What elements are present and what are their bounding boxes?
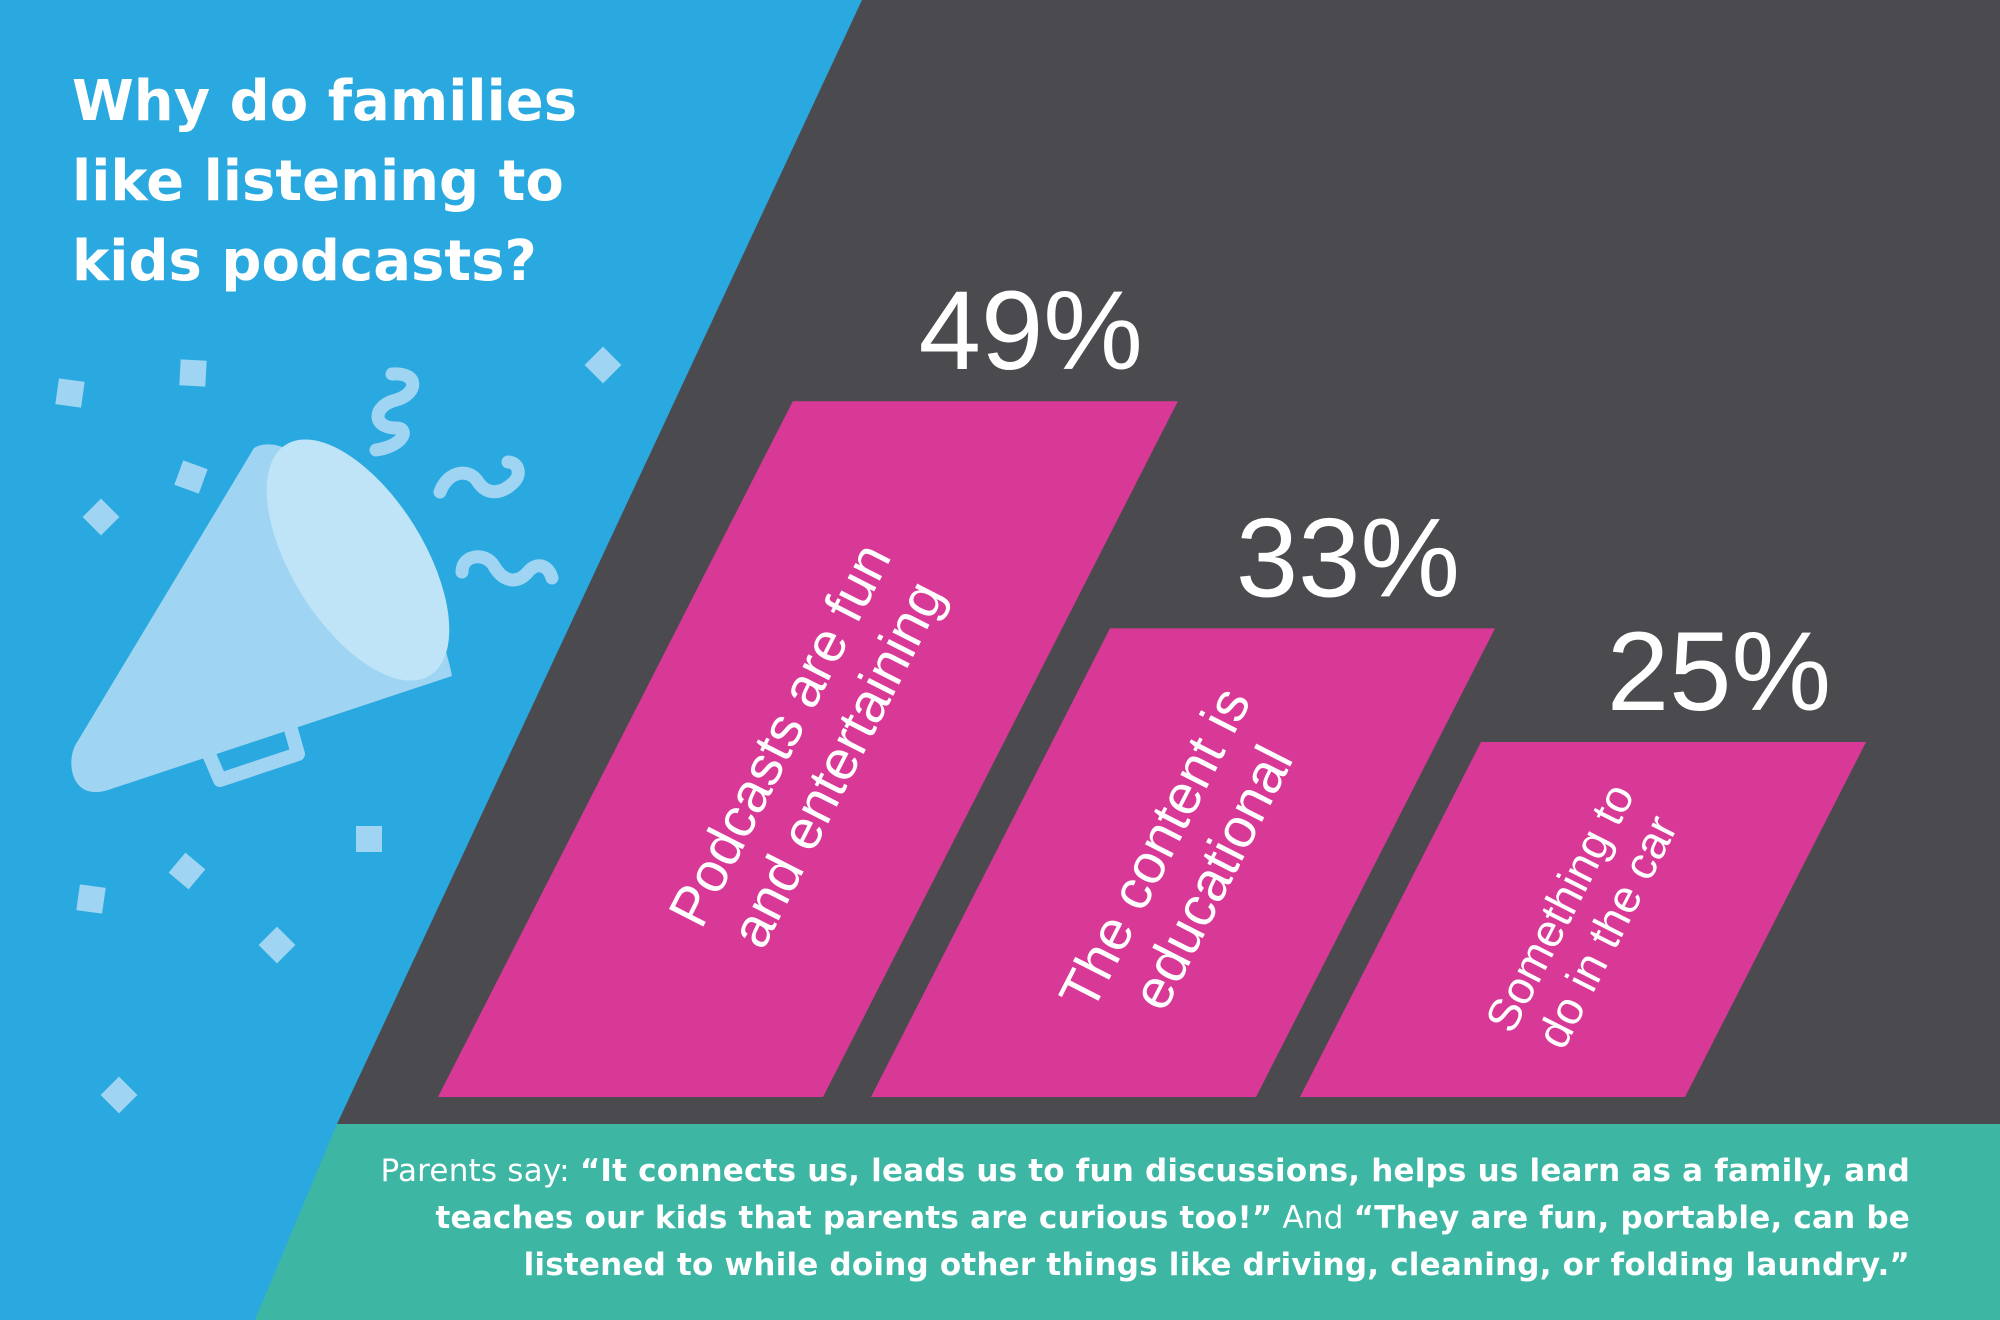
- confetti-piece: [82, 498, 120, 536]
- parent-quote: Parents say: “It connects us, leads us t…: [360, 1148, 1960, 1289]
- bar: [871, 628, 1495, 1097]
- quote-band: [255, 1124, 2000, 1320]
- bar-value-label: 33%: [1236, 495, 1460, 620]
- bar: [438, 401, 1178, 1097]
- megaphone-handle: [201, 724, 305, 787]
- bar-value-label: 25%: [1607, 609, 1831, 734]
- quote-text-2: “They are fun, portable, can be listened…: [523, 1200, 1910, 1283]
- confetti-piece: [100, 1076, 138, 1114]
- confetti-piece: [179, 359, 207, 387]
- bar-group: 49%Podcasts are funand entertaining33%Th…: [438, 268, 1867, 1097]
- quote-text-1: “It connects us, leads us to fun discuss…: [435, 1153, 1910, 1236]
- megaphone-confetti-icon: [55, 346, 622, 1114]
- confetti-piece: [76, 884, 106, 914]
- bar: [1300, 742, 1867, 1097]
- confetti-piece: [174, 460, 208, 494]
- megaphone-bell: [266, 439, 450, 681]
- confetti-piece: [168, 852, 206, 890]
- page-title: Why do families like listening to kids p…: [72, 69, 577, 294]
- title-line: like listening to: [72, 149, 564, 214]
- confetti-piece: [584, 346, 622, 384]
- streamer: [455, 550, 559, 587]
- title-line: kids podcasts?: [72, 229, 537, 294]
- confetti-piece: [356, 826, 382, 852]
- streamer: [369, 367, 420, 457]
- confetti-piece: [258, 926, 296, 964]
- streamer: [433, 455, 525, 499]
- confetti-piece: [55, 378, 85, 408]
- title-line: Why do families: [72, 69, 577, 134]
- quote-connector: And: [1272, 1200, 1354, 1236]
- bar-value-label: 49%: [919, 268, 1143, 393]
- quote-lead: Parents say:: [380, 1153, 580, 1189]
